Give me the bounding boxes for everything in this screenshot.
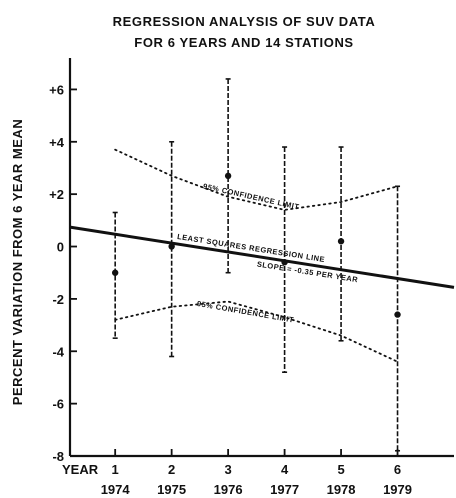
data-point — [224, 172, 232, 180]
y-tick-label: 0 — [57, 240, 64, 255]
x-tick-label: 6 — [394, 462, 401, 477]
y-tick-label: +2 — [49, 187, 64, 202]
data-point — [337, 238, 345, 245]
y-tick-label: +6 — [49, 82, 64, 97]
plot-area: +6 +4 +2 0 -2 -4 -6 -8 1 1974 2 1975 3 1976 4 1977 5 1978… — [49, 58, 455, 497]
data-point — [281, 259, 288, 266]
lower-confidence-limit — [114, 300, 399, 363]
year-label: 1977 — [270, 482, 299, 497]
y-tick-label: -6 — [52, 397, 64, 412]
x-tick-label: 1 — [112, 462, 119, 477]
upper-confidence-limit — [114, 148, 399, 211]
chart-subtitle: FOR 6 YEARS AND 14 STATIONS — [134, 35, 353, 50]
y-tick-label: -4 — [52, 344, 64, 359]
year-label: 1978 — [327, 482, 356, 497]
x-tick-label: 5 — [337, 462, 344, 477]
upper-confidence-label: 95% CONFIDENCE LIMIT — [202, 182, 300, 212]
x-axis-prefix: YEAR — [62, 462, 99, 477]
data-point — [168, 243, 175, 250]
x-tick-label: 3 — [225, 462, 232, 477]
data-point — [394, 311, 401, 318]
lower-confidence-label: 95% CONFIDENCE LIMIT — [196, 299, 294, 325]
x-tick-label: 4 — [281, 462, 289, 477]
y-tick-label: +4 — [49, 135, 65, 150]
data-point — [111, 269, 119, 276]
year-label: 1976 — [214, 482, 243, 497]
regression-line — [69, 225, 455, 289]
y-tick-label: -2 — [52, 292, 64, 307]
year-label: 1979 — [383, 482, 412, 497]
year-label: 1975 — [157, 482, 186, 497]
y-tick-label: -8 — [52, 449, 64, 464]
chart-title: REGRESSION ANALYSIS OF SUV DATA — [113, 14, 376, 29]
year-label: 1974 — [101, 482, 131, 497]
x-tick-label: 2 — [168, 462, 175, 477]
y-axis-label: PERCENT VARIATION FROM 6 YEAR MEAN — [10, 119, 25, 405]
